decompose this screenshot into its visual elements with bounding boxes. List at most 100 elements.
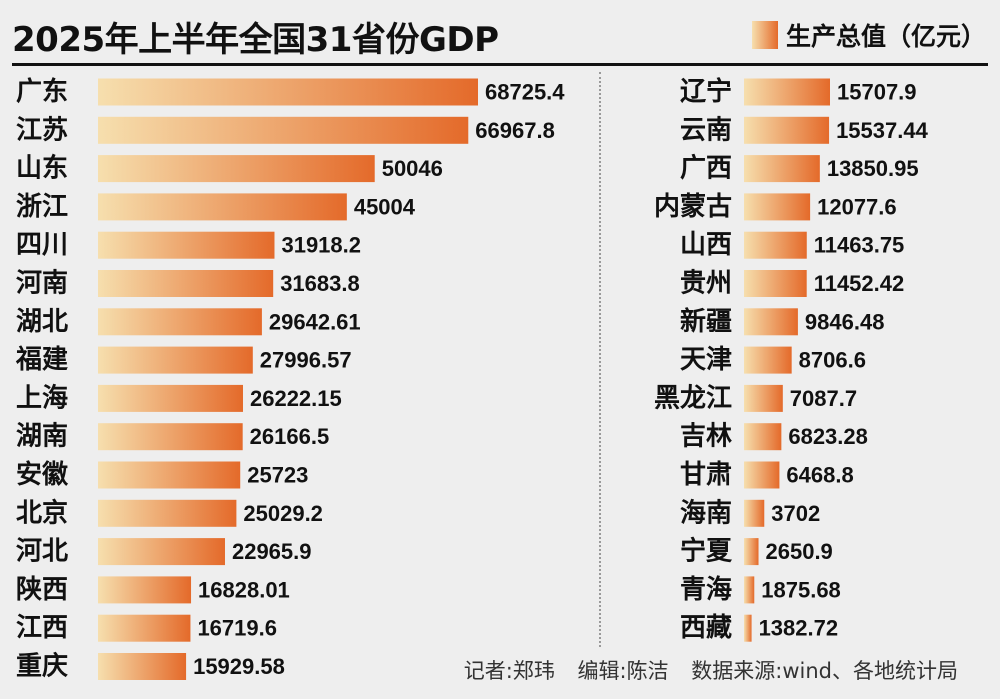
footer-editor: 编辑:陈洁 xyxy=(577,659,669,683)
legend-swatch xyxy=(751,21,778,49)
value-label: 13850.95 xyxy=(827,156,919,181)
gdp-bar xyxy=(98,423,243,451)
gdp-bar xyxy=(98,346,253,374)
gdp-bar xyxy=(744,499,765,527)
province-label: 西藏 xyxy=(680,613,732,643)
value-label: 29642.61 xyxy=(269,309,361,334)
province-label: 山东 xyxy=(16,153,68,184)
province-label: 天津 xyxy=(680,345,732,375)
value-label: 11452.42 xyxy=(814,271,905,296)
value-label: 31683.8 xyxy=(280,271,360,296)
value-label: 31918.2 xyxy=(281,233,361,258)
footer-reporter: 记者:郑玮 xyxy=(463,659,555,683)
value-label: 50046 xyxy=(382,156,443,181)
column-divider xyxy=(599,72,601,647)
province-label: 内蒙古 xyxy=(654,192,732,222)
gdp-bar xyxy=(98,155,375,183)
gdp-bar xyxy=(744,155,820,183)
value-label: 8706.6 xyxy=(799,348,866,373)
value-label: 6823.28 xyxy=(788,424,868,449)
gdp-bar xyxy=(744,231,807,259)
province-label: 吉林 xyxy=(680,422,732,452)
gdp-bar xyxy=(98,384,243,412)
province-label: 浙江 xyxy=(16,192,68,222)
value-label: 12077.6 xyxy=(817,194,897,219)
gdp-bar xyxy=(98,116,469,144)
gdp-bar xyxy=(98,78,478,106)
gdp-bar xyxy=(744,461,780,489)
value-label: 68725.4 xyxy=(485,80,565,105)
gdp-bar xyxy=(744,384,783,412)
footer-credits: 记者:郑玮 编辑:陈洁 数据来源:wind、各地统计局 xyxy=(448,655,958,685)
province-label: 江苏 xyxy=(16,115,68,145)
value-label: 16828.01 xyxy=(198,577,290,602)
province-label: 河南 xyxy=(16,269,68,299)
legend: 生产总值（亿元） xyxy=(751,18,986,52)
gdp-bar xyxy=(744,270,807,297)
province-label: 山西 xyxy=(680,230,732,260)
province-label: 河北 xyxy=(16,537,68,567)
gdp-bar xyxy=(98,499,237,527)
value-label: 1875.68 xyxy=(761,577,841,602)
value-label: 25029.2 xyxy=(243,501,323,526)
value-label: 3702 xyxy=(771,501,820,526)
value-label: 27996.57 xyxy=(260,348,352,373)
value-label: 15537.44 xyxy=(836,118,929,143)
province-label: 新疆 xyxy=(680,306,732,337)
legend-label: 生产总值（亿元） xyxy=(785,22,986,51)
value-label: 26222.15 xyxy=(250,386,342,411)
province-label: 甘肃 xyxy=(680,460,732,490)
gdp-bar xyxy=(98,231,275,259)
province-label: 黑龙江 xyxy=(654,383,732,413)
gdp-bar xyxy=(98,538,225,566)
gdp-bar xyxy=(98,193,347,221)
gdp-bar xyxy=(744,423,782,451)
value-label: 22965.9 xyxy=(232,539,312,564)
gdp-bar xyxy=(98,461,241,489)
chart-title: 2025年上半年全国31省份GDP xyxy=(12,20,499,60)
gdp-bar xyxy=(98,576,192,604)
value-label: 2650.9 xyxy=(766,539,833,564)
footer-source: 数据来源:wind、各地统计局 xyxy=(691,659,958,683)
value-label: 7087.7 xyxy=(790,386,857,411)
gdp-bar xyxy=(744,116,830,144)
value-label: 15707.9 xyxy=(837,80,917,105)
value-label: 26166.5 xyxy=(250,424,330,449)
province-label: 贵州 xyxy=(680,269,732,299)
province-label: 福建 xyxy=(15,345,68,375)
province-label: 北京 xyxy=(16,497,68,528)
value-label: 1382.72 xyxy=(759,616,839,641)
value-label: 66967.8 xyxy=(475,118,555,143)
province-label: 四川 xyxy=(16,230,68,260)
province-label: 广东 xyxy=(16,76,68,107)
gdp-bar xyxy=(744,576,755,604)
gdp-bar xyxy=(744,538,759,566)
value-label: 45004 xyxy=(354,194,416,219)
gdp-bar xyxy=(744,614,752,642)
province-label: 江西 xyxy=(16,613,68,643)
province-label: 辽宁 xyxy=(680,76,732,107)
value-label: 9846.48 xyxy=(805,309,885,334)
gdp-bar xyxy=(744,193,811,221)
province-label: 湖北 xyxy=(16,307,68,337)
gdp-bar xyxy=(744,78,830,106)
province-label: 宁夏 xyxy=(680,536,733,567)
province-label: 安徽 xyxy=(16,460,69,490)
gdp-bar xyxy=(744,308,798,336)
province-label: 重庆 xyxy=(16,651,68,682)
province-label: 上海 xyxy=(16,383,68,413)
value-label: 6468.8 xyxy=(786,463,853,488)
province-label: 广西 xyxy=(680,154,732,184)
value-label: 25723 xyxy=(247,463,308,488)
gdp-bar xyxy=(98,270,274,297)
gdp-bar xyxy=(98,614,191,642)
province-label: 青海 xyxy=(680,575,732,605)
province-label: 湖南 xyxy=(16,422,68,452)
value-label: 11463.75 xyxy=(814,233,905,258)
title-underline xyxy=(12,63,988,66)
province-label: 陕西 xyxy=(16,575,68,605)
value-label: 16719.6 xyxy=(197,616,277,641)
gdp-bar xyxy=(744,346,792,374)
province-label: 海南 xyxy=(680,498,732,528)
